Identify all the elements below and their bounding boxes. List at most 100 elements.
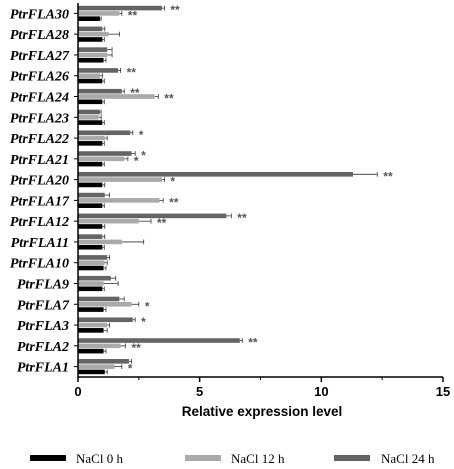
category-label: PtrFLA23 [10,111,69,126]
category-label: PtrFLA21 [10,153,69,168]
category-label: PtrFLA10 [10,257,69,272]
significance-mark: * [170,175,175,189]
x-axis: 0 5 10 15 [74,3,450,399]
bar-PtrFLA7-nacl-0-h [78,307,104,312]
bar-PtrFLA24-nacl-12-h [78,94,155,99]
significance-mark: ** [248,336,258,350]
category-label: PtrFLA2 [17,340,69,355]
significance-mark: ** [130,86,140,100]
category-label: PtrFLA22 [10,132,69,147]
bar-PtrFLA10-nacl-24-h [78,255,108,260]
category-label: PtrFLA30 [10,7,69,22]
bar-PtrFLA10-nacl-12-h [78,260,105,266]
significance-mark: ** [127,65,137,79]
category-label: PtrFLA1 [17,361,69,376]
significance-mark: * [128,362,133,376]
bar-PtrFLA9-nacl-12-h [78,281,104,286]
category-label: PtrFLA9 [17,278,69,293]
category-label: PtrFLA17 [10,194,70,209]
bar-PtrFLA12-nacl-24-h [78,213,227,219]
bar-PtrFLA21-nacl-12-h [78,156,125,162]
bar-PtrFLA30-nacl-12-h [78,11,120,16]
bar-PtrFLA27-nacl-24-h [78,47,108,52]
bar-PtrFLA23-nacl-0-h [78,120,103,125]
bar-PtrFLA2-nacl-24-h [78,338,240,343]
bar-PtrFLA21-nacl-24-h [78,151,132,156]
bar-PtrFLA1-nacl-24-h [78,359,130,364]
significance-mark: ** [131,341,141,355]
bar-PtrFLA7-nacl-24-h [78,296,120,302]
bar-PtrFLA3-nacl-0-h [78,328,104,333]
bar-PtrFLA2-nacl-0-h [78,348,104,354]
category-label: PtrFLA3 [17,319,69,334]
bar-PtrFLA28-nacl-24-h [78,26,103,32]
significance-mark: * [134,154,139,168]
bar-PtrFLA20-nacl-12-h [78,177,162,182]
bar-PtrFLA30-nacl-0-h [78,16,100,21]
significance-mark: * [141,315,146,329]
significance-mark: ** [383,169,393,183]
bar-PtrFLA26-nacl-24-h [78,68,119,73]
category-label: PtrFLA28 [10,28,69,43]
bar-PtrFLA12-nacl-0-h [78,224,103,229]
bar-PtrFLA10-nacl-0-h [78,265,104,271]
bar-PtrFLA24-nacl-0-h [78,99,103,105]
legend-swatch [185,455,221,461]
bar-PtrFLA11-nacl-12-h [78,239,122,245]
bar-PtrFLA1-nacl-12-h [78,364,115,369]
legend: NaCl 0 h NaCl 12 h NaCl 24 h [30,451,435,466]
legend-label: NaCl 0 h [76,451,123,466]
bar-PtrFLA9-nacl-24-h [78,275,111,281]
bar-PtrFLA27-nacl-0-h [78,57,104,63]
significance-mark: ** [169,195,179,209]
bar-PtrFLA20-nacl-24-h [78,172,353,177]
category-label: PtrFLA20 [10,174,69,189]
bar-PtrFLA2-nacl-12-h [78,343,121,349]
significance-mark: ** [128,8,138,22]
bar-PtrFLA12-nacl-12-h [78,218,139,224]
bar-PtrFLA22-nacl-24-h [78,130,131,136]
bar-PtrFLA20-nacl-0-h [78,182,103,188]
bar-PtrFLA26-nacl-0-h [78,78,103,84]
category-label: PtrFLA7 [17,298,70,313]
category-label: PtrFLA27 [10,49,70,64]
category-label: PtrFLA11 [11,236,69,251]
bar-PtrFLA27-nacl-12-h [78,52,108,58]
category-label: PtrFLA24 [10,91,69,106]
bar-PtrFLA7-nacl-12-h [78,301,132,307]
legend-swatch [30,455,66,461]
significance-mark: ** [237,211,247,225]
significance-mark: ** [164,92,174,106]
bar-PtrFLA11-nacl-0-h [78,244,103,250]
bar-PtrFLA9-nacl-0-h [78,286,103,292]
significance-mark: ** [170,3,180,17]
x-tick-label: 10 [314,384,328,399]
bar-PtrFLA23-nacl-12-h [78,114,99,120]
category-label: PtrFLA26 [10,70,69,85]
significance-mark: ** [157,216,167,230]
bar-PtrFLA24-nacl-24-h [78,88,122,94]
x-tick-label: 5 [196,384,203,399]
bar-PtrFLA3-nacl-24-h [78,317,133,323]
significance-mark: * [145,299,150,313]
bar-PtrFLA23-nacl-24-h [78,109,100,115]
bar-PtrFLA22-nacl-0-h [78,141,103,146]
bar-PtrFLA26-nacl-12-h [78,73,100,79]
bar-PtrFLA22-nacl-12-h [78,135,105,141]
legend-label: NaCl 12 h [231,451,285,466]
x-tick-label: 0 [74,384,81,399]
bar-PtrFLA17-nacl-24-h [78,192,105,198]
bar-PtrFLA11-nacl-24-h [78,234,103,239]
bar-PtrFLA1-nacl-0-h [78,369,105,375]
bars-layer: ******** ********************* [78,3,393,376]
significance-mark: * [139,128,144,142]
category-label: PtrFLA12 [10,215,69,230]
x-tick-label: 15 [436,384,450,399]
bar-PtrFLA3-nacl-12-h [78,322,108,328]
x-axis-title: Relative expression level [182,404,343,419]
significance-mark: * [141,149,146,163]
bar-PtrFLA28-nacl-0-h [78,37,103,42]
bar-PtrFLA17-nacl-0-h [78,203,103,208]
category-labels-layer: PtrFLA30 PtrFLA28 PtrFLA27 PtrFLA26 PtrFLA24… [10,7,70,375]
